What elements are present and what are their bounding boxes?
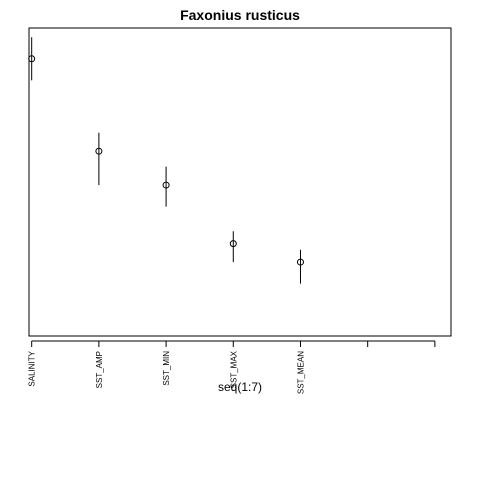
chart-title: Faxonius rusticus xyxy=(180,7,300,23)
data-point xyxy=(95,147,103,155)
plot-frame xyxy=(28,27,452,337)
x-tick-label: SST_AMP xyxy=(95,351,104,388)
data-point xyxy=(296,258,304,266)
data-point xyxy=(28,55,36,63)
x-axis-tick-labels: SALINITY SST_AMP SST_MIN SST_MAX SST_MEAN xyxy=(28,350,306,394)
data-point xyxy=(229,240,237,248)
x-axis-label: seq(1:7) xyxy=(218,380,262,394)
x-tick-label: SST_MIN xyxy=(162,351,171,386)
x-tick-label: SST_MAX xyxy=(229,350,238,388)
x-axis-ticks xyxy=(31,341,436,347)
x-tick-label: SALINITY xyxy=(28,350,37,386)
data-points xyxy=(28,55,304,266)
error-bars xyxy=(31,37,301,284)
x-tick-label: SST_MEAN xyxy=(296,351,305,394)
data-point xyxy=(162,181,170,189)
